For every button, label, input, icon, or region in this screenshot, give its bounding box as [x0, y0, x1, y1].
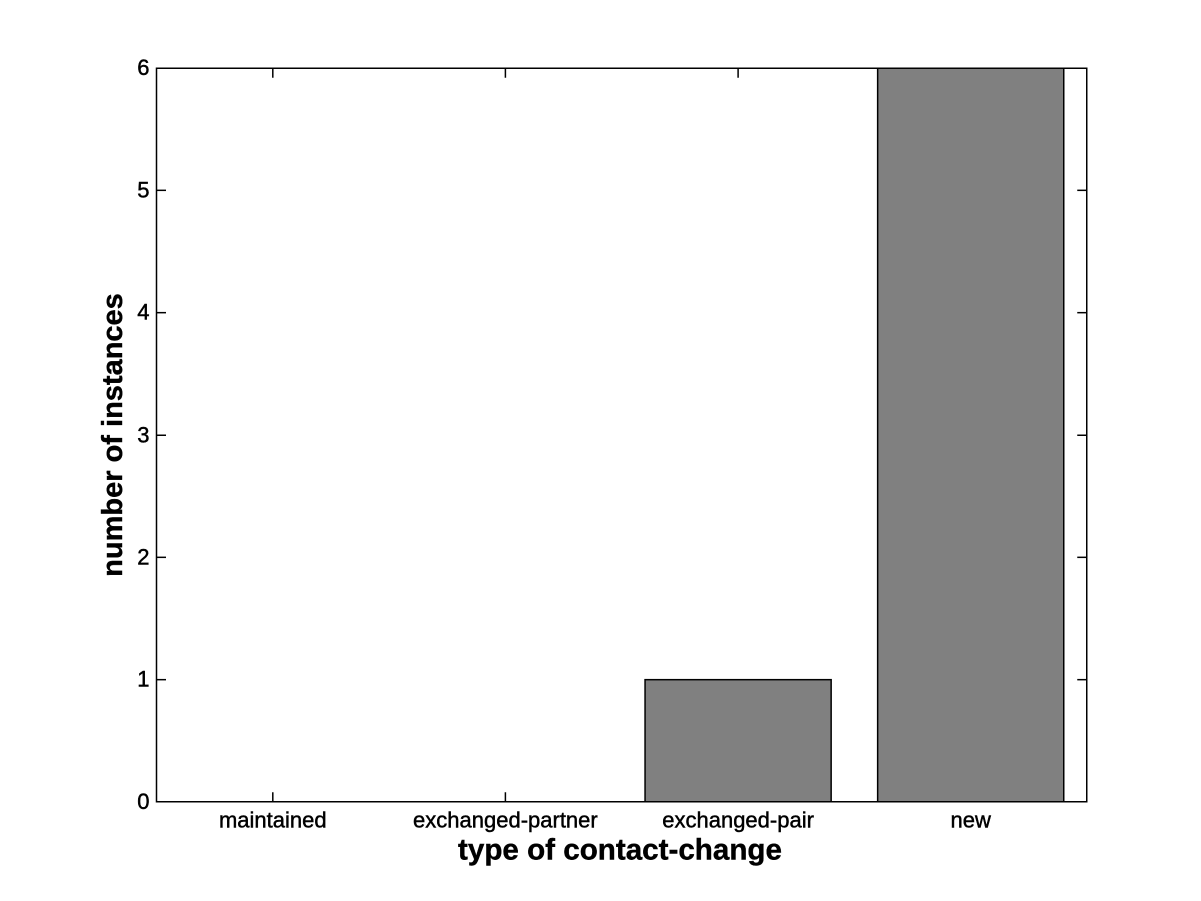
svg-text:5: 5 — [137, 177, 149, 202]
svg-text:2: 2 — [137, 544, 149, 569]
svg-text:1: 1 — [137, 667, 149, 692]
svg-text:6: 6 — [137, 55, 149, 80]
svg-text:3: 3 — [137, 422, 149, 447]
svg-text:new: new — [951, 808, 991, 833]
svg-text:type of contact-change: type of contact-change — [458, 834, 782, 867]
svg-text:exchanged-pair: exchanged-pair — [662, 808, 814, 833]
svg-text:exchanged-partner: exchanged-partner — [413, 808, 598, 833]
svg-text:4: 4 — [137, 300, 149, 325]
svg-text:0: 0 — [137, 789, 149, 814]
svg-text:maintained: maintained — [219, 808, 327, 833]
svg-text:number of instances: number of instances — [97, 293, 129, 577]
